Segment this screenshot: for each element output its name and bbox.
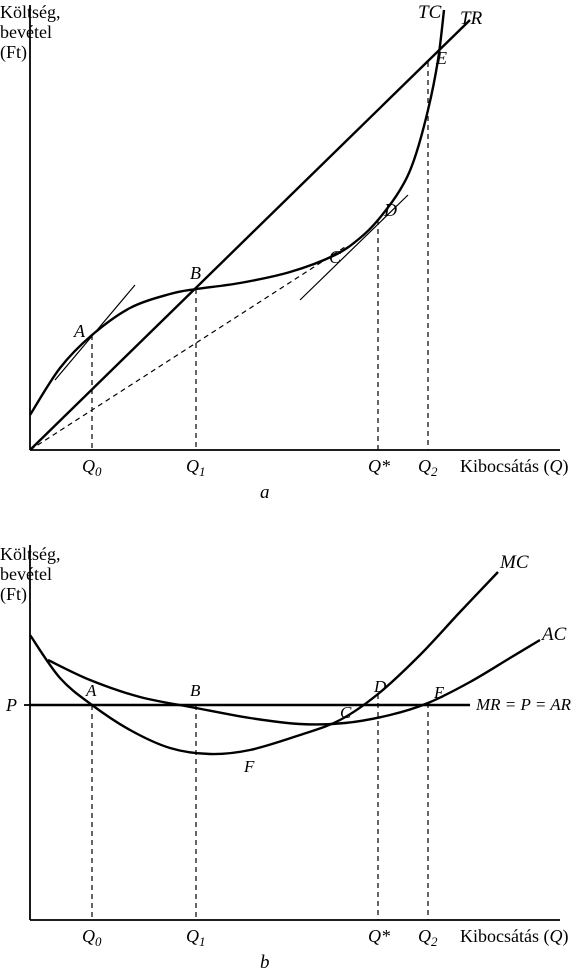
panel-b-tick-q0: Q0 bbox=[82, 926, 102, 949]
panel-a-tr-line bbox=[30, 20, 470, 450]
panel-b-point-c: C bbox=[340, 703, 352, 722]
panel-b-ac-label: AC bbox=[540, 624, 567, 645]
panel-a-tick-qstar: Q* bbox=[368, 456, 390, 476]
panel-b-point-f: F bbox=[243, 757, 255, 776]
panel-b-mc-label: MC bbox=[499, 552, 529, 573]
panel-b-point-b: B bbox=[190, 681, 201, 700]
panel-a-y-label-1: Költség, bbox=[0, 2, 61, 22]
panel-a: Költség, bevétel (Ft) A B C D E TC TR Q0… bbox=[0, 2, 568, 503]
panel-b-p-label: P bbox=[5, 695, 17, 715]
panel-a-tc-label: TC bbox=[418, 2, 442, 23]
economics-diagram: Költség, bevétel (Ft) A B C D E TC TR Q0… bbox=[0, 0, 585, 971]
panel-a-x-label: Kibocsátás (Q) bbox=[460, 456, 568, 477]
panel-a-tick-q0: Q0 bbox=[82, 456, 102, 479]
panel-a-tick-q2: Q2 bbox=[418, 456, 438, 479]
panel-b-y-label-2: bevétel bbox=[0, 564, 52, 584]
panel-b-x-label: Kibocsátás (Q) bbox=[460, 926, 568, 947]
panel-b-ac-curve bbox=[48, 640, 540, 724]
panel-a-point-b: B bbox=[190, 263, 201, 283]
panel-a-y-label-3: (Ft) bbox=[0, 42, 27, 63]
panel-a-point-e: E bbox=[435, 48, 447, 68]
panel-a-point-a: A bbox=[73, 321, 86, 341]
panel-b-point-a: A bbox=[85, 681, 97, 700]
panel-b: Költség, bevétel (Ft) P MR = P = AR A B … bbox=[0, 544, 572, 971]
panel-a-tangent-a bbox=[55, 285, 135, 380]
panel-b-tick-q2: Q2 bbox=[418, 926, 438, 949]
panel-b-tick-q1: Q1 bbox=[186, 926, 205, 949]
panel-a-tag: a bbox=[260, 482, 270, 503]
panel-a-tr-label: TR bbox=[460, 8, 483, 29]
panel-a-y-label-2: bevétel bbox=[0, 22, 52, 42]
panel-b-tick-qstar: Q* bbox=[368, 926, 390, 946]
panel-a-tick-q1: Q1 bbox=[186, 456, 205, 479]
panel-b-tag: b bbox=[260, 952, 270, 971]
panel-b-point-e: E bbox=[433, 683, 445, 702]
panel-b-y-label-3: (Ft) bbox=[0, 584, 27, 605]
panel-b-y-label-1: Költség, bbox=[0, 544, 61, 564]
panel-b-point-d: D bbox=[373, 677, 387, 696]
panel-b-mc-curve bbox=[30, 572, 498, 754]
panel-a-point-c: C bbox=[329, 247, 342, 267]
panel-b-mr-label: MR = P = AR bbox=[475, 695, 572, 714]
panel-a-point-d: D bbox=[383, 200, 397, 220]
